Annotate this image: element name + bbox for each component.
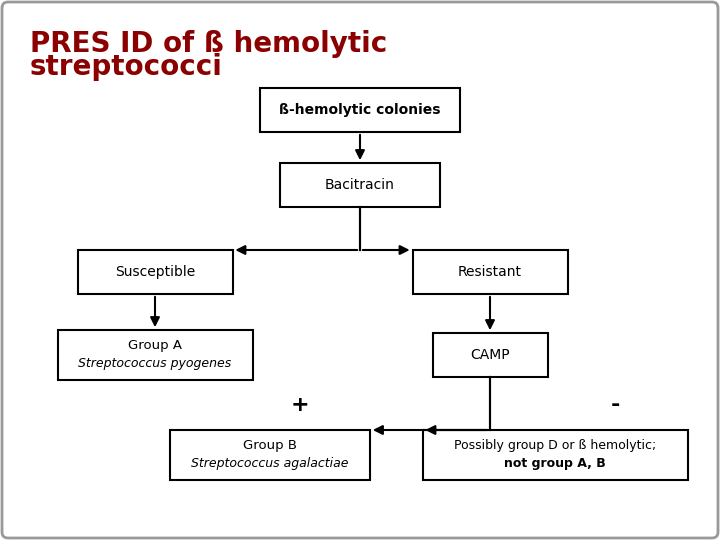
Text: Streptococcus pyogenes: Streptococcus pyogenes	[78, 357, 232, 370]
Bar	[78, 250, 233, 294]
Text: +: +	[291, 395, 310, 415]
Text: Group A: Group A	[128, 340, 182, 353]
Text: not group A, B: not group A, B	[504, 457, 606, 470]
Text: -: -	[611, 395, 620, 415]
Bar	[413, 250, 567, 294]
Bar	[433, 333, 547, 377]
Text: Resistant: Resistant	[458, 265, 522, 279]
Bar	[58, 330, 253, 380]
Text: Group B: Group B	[243, 440, 297, 453]
Text: CAMP: CAMP	[470, 348, 510, 362]
Bar	[260, 88, 460, 132]
Bar	[280, 163, 440, 207]
Bar	[423, 430, 688, 480]
Text: PRES ID of ß hemolytic: PRES ID of ß hemolytic	[30, 30, 387, 58]
Text: Susceptible: Susceptible	[115, 265, 195, 279]
Text: Streptococcus agalactiae: Streptococcus agalactiae	[192, 457, 348, 470]
Text: streptococci: streptococci	[30, 53, 223, 81]
Text: ß-hemolytic colonies: ß-hemolytic colonies	[279, 103, 441, 117]
Bar	[170, 430, 370, 480]
Text: Possibly group D or ß hemolytic;: Possibly group D or ß hemolytic;	[454, 440, 656, 453]
Text: Bacitracin: Bacitracin	[325, 178, 395, 192]
